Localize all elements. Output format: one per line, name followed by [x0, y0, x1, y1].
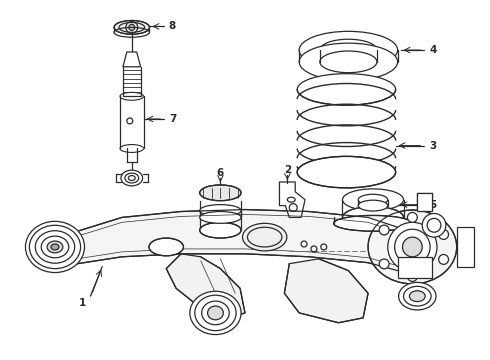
Text: 5: 5 [429, 199, 437, 210]
Ellipse shape [299, 31, 397, 69]
Ellipse shape [243, 223, 287, 251]
Text: 7: 7 [169, 114, 176, 124]
Ellipse shape [149, 238, 183, 256]
Ellipse shape [114, 21, 149, 34]
Polygon shape [123, 52, 141, 67]
Bar [457, 227, 474, 267]
Ellipse shape [200, 185, 241, 201]
Ellipse shape [47, 241, 63, 253]
Ellipse shape [200, 222, 241, 238]
Polygon shape [284, 259, 368, 323]
Text: 2: 2 [284, 165, 291, 175]
Ellipse shape [343, 189, 404, 211]
Ellipse shape [358, 200, 388, 211]
Ellipse shape [200, 204, 241, 216]
Polygon shape [77, 210, 413, 278]
Ellipse shape [200, 212, 241, 223]
Bar [417, 193, 432, 211]
Circle shape [408, 212, 417, 222]
Bar [397, 257, 432, 278]
Ellipse shape [398, 282, 436, 310]
Circle shape [439, 230, 448, 239]
Ellipse shape [297, 74, 395, 105]
Text: 4: 4 [429, 45, 437, 55]
Circle shape [388, 222, 437, 271]
Text: 6: 6 [217, 168, 224, 178]
Circle shape [379, 259, 389, 269]
Ellipse shape [208, 306, 223, 320]
Ellipse shape [368, 210, 457, 284]
Circle shape [379, 225, 389, 235]
Text: 8: 8 [168, 21, 175, 31]
Text: 3: 3 [429, 140, 437, 150]
Ellipse shape [297, 156, 395, 188]
Polygon shape [279, 182, 305, 217]
Ellipse shape [343, 207, 404, 228]
Ellipse shape [121, 170, 143, 186]
Circle shape [422, 213, 446, 237]
Circle shape [408, 271, 417, 282]
Ellipse shape [51, 244, 59, 250]
Ellipse shape [334, 215, 413, 231]
Circle shape [402, 237, 422, 257]
Ellipse shape [190, 291, 241, 334]
Text: 1: 1 [79, 298, 86, 308]
Ellipse shape [299, 43, 397, 81]
Circle shape [439, 255, 448, 264]
Ellipse shape [410, 291, 425, 302]
Ellipse shape [25, 221, 84, 273]
Polygon shape [166, 254, 245, 318]
Circle shape [289, 204, 297, 212]
Circle shape [129, 24, 135, 30]
